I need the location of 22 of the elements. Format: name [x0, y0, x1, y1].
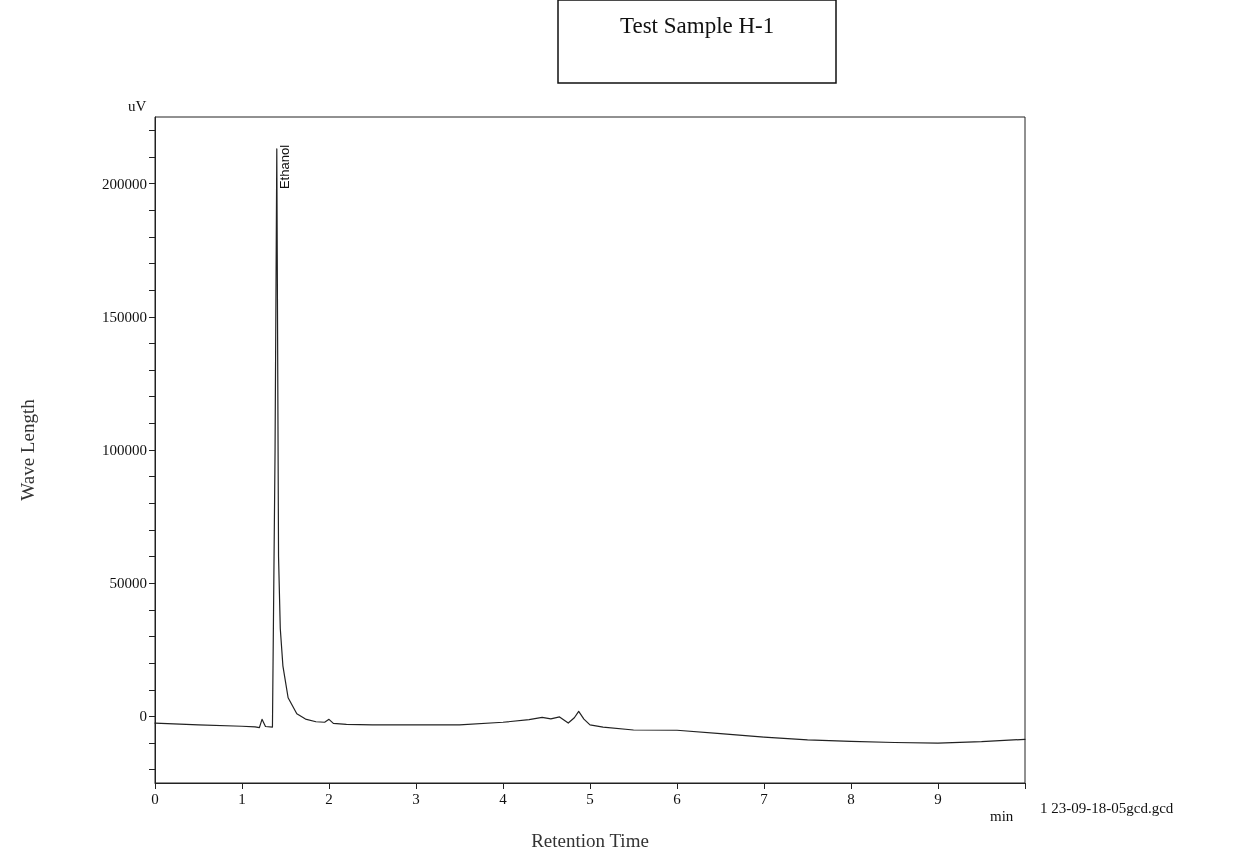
y-tick-label: 100000 — [102, 442, 147, 458]
x-tick-label: 1 — [238, 790, 246, 807]
x-tick-label: 2 — [325, 790, 333, 807]
annotation: Ethanol — [276, 144, 292, 190]
y-tick-label: 150000 — [102, 308, 147, 325]
x-tick-label: 6 — [673, 790, 682, 807]
chart-title: Test Sample H-1 — [620, 13, 775, 38]
text: min — [990, 807, 1014, 824]
x-tick-label: 0 — [151, 790, 159, 807]
x-tick-label: 3 — [412, 790, 420, 807]
text: uV — [128, 97, 147, 114]
x-tick-label: 9 — [934, 790, 942, 807]
text: 1 23-09-18-05gcd.gcd — [1040, 799, 1174, 816]
y-tick-label: 50000 — [109, 575, 147, 592]
y-tick-label: 0 — [139, 708, 147, 725]
y-axis-title: Wave Length — [17, 398, 38, 501]
x-tick-label: 5 — [586, 790, 594, 807]
y-tick-label: 200000 — [102, 175, 147, 192]
x-tick-label: 8 — [847, 790, 855, 807]
x-axis-title: Retention Time — [531, 830, 649, 851]
x-tick-label: 4 — [499, 790, 508, 807]
x-tick-label: 7 — [760, 790, 769, 807]
